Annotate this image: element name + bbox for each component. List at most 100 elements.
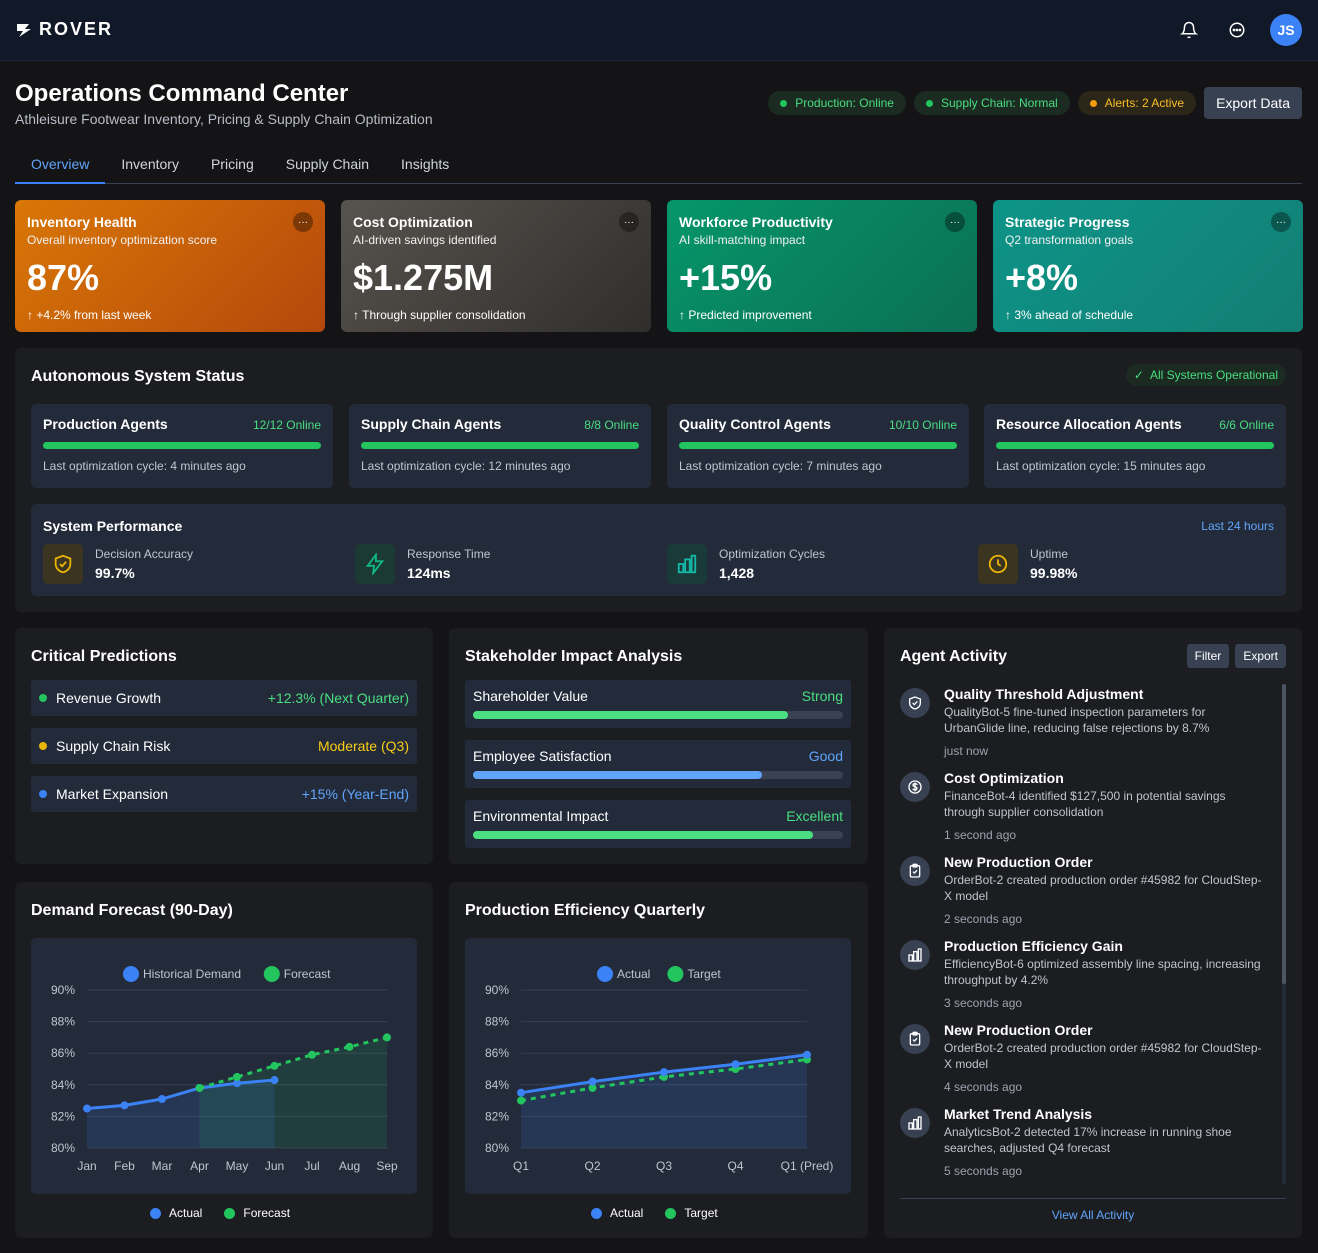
check-icon: ✓ [1133,368,1144,382]
system-status-panel: Autonomous System Status ✓ All Systems Op… [15,348,1302,612]
bell-icon[interactable] [1174,15,1204,45]
tab-bar: Overview Inventory Pricing Supply Chain … [15,145,1302,184]
metric-value: 99.7% [95,565,135,581]
x-tick-label: Apr [190,1159,209,1173]
kpi-card-workforce-productivity[interactable]: Workforce Productivity AI skill-matching… [667,200,977,332]
x-tick-label: May [226,1159,249,1173]
production-efficiency-chart: 80% 82% 84% 86% 88% 90% Q1 Q2 Q3 Q4 Q1 (Pred) Actua… [465,938,851,1194]
logo[interactable]: ROVER [15,19,113,40]
data-point [195,1083,204,1092]
kpi-title: Strategic Progress [1005,214,1130,230]
tab-overview[interactable]: Overview [15,145,106,184]
time-range-link[interactable]: Last 24 hours [1201,519,1274,533]
export-data-button[interactable]: Export Data [1204,87,1302,119]
activity-description: OrderBot-2 created production order #459… [944,1041,1262,1071]
status-badge-alerts[interactable]: Alerts: 2 Active [1077,91,1197,115]
y-tick-label: 90% [485,983,509,997]
operational-label: All Systems Operational [1149,368,1278,382]
legend-label: Target [687,967,721,981]
data-point [660,1068,668,1077]
operational-badge: ✓ All Systems Operational [1125,364,1286,386]
x-tick-label: Mar [152,1159,173,1173]
legend-label: Target [684,1206,718,1220]
legend-marker [123,966,139,982]
agent-card-quality-control[interactable]: Quality Control Agents 10/10 Online Last… [667,404,969,488]
production-efficiency-panel: Production Efficiency Quarterly 80% 82% 84… [449,882,868,1238]
y-tick-label: 84% [51,1078,75,1092]
export-button[interactable]: Export [1235,644,1286,668]
metric-value: 124ms [407,565,451,581]
prediction-label: Market Expansion [56,786,169,802]
y-tick-label: 82% [485,1109,509,1123]
data-point [270,1061,279,1070]
activity-description: AnalyticsBot-2 detected 17% increase in … [944,1125,1232,1155]
kpi-card-inventory-health[interactable]: Inventory Health Overall inventory optim… [15,200,325,332]
kpi-footer-text: +4.2% from last week [36,308,152,322]
dollar-icon [900,772,930,802]
stakeholder-track [473,771,843,779]
legend-marker [667,966,684,982]
y-tick-label: 84% [485,1078,509,1092]
stakeholder-label: Environmental Impact [473,808,609,824]
metric-label: Response Time [407,547,491,561]
legend-item-forecast[interactable]: Forecast [224,1206,290,1220]
more-options-icon[interactable]: ··· [945,212,965,232]
data-point [158,1095,166,1104]
kpi-card-strategic-progress[interactable]: Strategic Progress Q2 transformation goa… [993,200,1303,332]
agent-card-resource-allocation[interactable]: Resource Allocation Agents 6/6 Online La… [984,404,1286,488]
metric-label: Decision Accuracy [95,547,194,561]
prediction-row-revenue-growth[interactable]: Revenue Growth +12.3% (Next Quarter) [31,680,417,716]
bar-chart-icon [667,544,707,584]
y-tick-label: 82% [51,1109,75,1123]
legend-item-actual[interactable]: Actual [591,1206,643,1220]
stakeholder-fill [473,831,814,839]
page-subtitle: Athleisure Footwear Inventory, Pricing &… [15,111,433,127]
data-point [308,1050,316,1059]
more-options-icon[interactable]: ··· [619,212,639,232]
kpi-value: +8% [1005,257,1079,298]
filter-button[interactable]: Filter [1186,644,1230,668]
kpi-value: +15% [679,257,773,298]
activity-scrollbar[interactable] [1282,684,1286,1184]
chat-bubble-icon[interactable] [1222,15,1252,45]
legend-dot [224,1207,236,1219]
divider [900,1198,1286,1199]
prediction-row-supply-chain-risk[interactable]: Supply Chain Risk Moderate (Q3) [31,728,417,764]
legend-item-target[interactable]: Target [665,1206,718,1220]
y-tick-label: 88% [51,1015,75,1029]
avatar[interactable]: JS [1270,14,1302,46]
kpi-footer-text: 3% ahead of schedule [1014,308,1134,322]
legend-label: Actual [610,1206,644,1220]
shield-check-icon [43,544,83,584]
legend-item-actual[interactable]: Actual [150,1206,202,1220]
tab-pricing[interactable]: Pricing [210,156,254,172]
agent-card-production[interactable]: Production Agents 12/12 Online Last opti… [31,404,333,488]
data-point [383,1033,391,1042]
activity-title: New Production Order [944,1022,1093,1038]
agent-card-supply-chain[interactable]: Supply Chain Agents 8/8 Online Last opti… [349,404,651,488]
series-line [199,1035,388,1090]
scrollbar-thumb[interactable] [1282,684,1286,984]
more-options-icon[interactable]: ··· [1271,212,1291,232]
prediction-label: Supply Chain Risk [56,738,171,754]
tab-insights[interactable]: Insights [401,156,450,172]
more-options-icon[interactable]: ··· [293,212,313,232]
series-line [86,1078,275,1110]
activity-title: Production Efficiency Gain [944,938,1123,954]
x-tick-label: Feb [114,1159,135,1173]
agent-last-cycle: Last optimization cycle: 7 minutes ago [679,459,882,473]
kpi-card-cost-optimization[interactable]: Cost Optimization AI-driven savings iden… [341,200,651,332]
panel-title: Agent Activity [900,648,1007,665]
logo-text: ROVER [39,19,114,39]
chart-title: Demand Forecast (90-Day) [31,902,233,919]
data-point [588,1083,597,1092]
view-all-activity-link[interactable]: View All Activity [1051,1208,1135,1222]
tab-supply-chain[interactable]: Supply Chain [285,156,370,172]
data-point [345,1042,354,1051]
activity-description: OrderBot-2 created production order #459… [944,873,1262,903]
stakeholder-track [473,831,843,839]
agent-activity-panel: Agent Activity Filter Export Quality Thr… [884,628,1302,1238]
x-tick-label: Q4 [727,1159,743,1173]
tab-inventory[interactable]: Inventory [121,156,179,172]
prediction-row-market-expansion[interactable]: Market Expansion +15% (Year-End) [31,776,417,812]
